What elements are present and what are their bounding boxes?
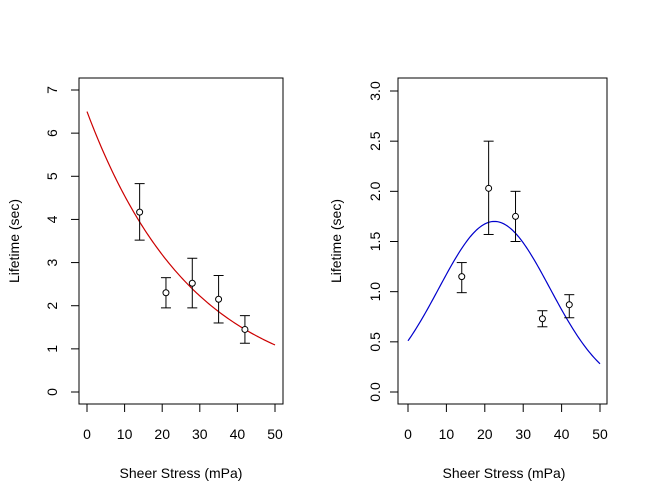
left-x-tick-label: 40 <box>230 426 246 442</box>
left-y-axis: 0 1 2 3 4 5 6 7 <box>44 86 80 396</box>
right-y-tick-label: 2.5 <box>367 131 383 151</box>
left-data-points <box>134 183 250 344</box>
right-data-point <box>456 262 467 294</box>
right-point-marker <box>458 273 466 281</box>
left-y-tick-label: 3 <box>44 258 60 266</box>
left-y-tick-label: 0 <box>44 388 60 396</box>
right-point-marker <box>565 301 573 309</box>
right-x-tick-label: 20 <box>477 426 493 442</box>
left-y-tick-label: 4 <box>44 215 60 223</box>
left-fit-curve <box>86 111 276 346</box>
right-y-axis-title: Lifetime (sec) <box>328 199 344 283</box>
left-y-tick-label: 6 <box>44 129 60 137</box>
left-point-marker <box>241 325 249 333</box>
left-x-tick-label: 30 <box>192 426 208 442</box>
right-x-axis: 0 10 20 30 40 50 <box>404 404 608 442</box>
left-data-point <box>213 275 224 324</box>
right-y-axis: 0.0 0.5 1.0 1.5 2.0 2.5 3.0 <box>367 81 399 402</box>
right-x-tick-label: 0 <box>404 426 412 442</box>
right-point-marker <box>538 315 546 323</box>
left-y-tick-label: 1 <box>44 345 60 353</box>
left-data-point <box>160 277 171 309</box>
left-x-tick-label: 10 <box>117 426 133 442</box>
right-x-tick-label: 50 <box>592 426 608 442</box>
right-y-tick-label: 3.0 <box>367 81 383 101</box>
left-point-marker <box>162 289 170 297</box>
right-x-axis-title: Sheer Stress (mPa) <box>443 465 566 481</box>
left-y-tick-label: 2 <box>44 302 60 310</box>
right-y-tick-label: 0.5 <box>367 332 383 352</box>
left-y-tick-label: 7 <box>44 86 60 94</box>
right-x-tick-label: 10 <box>439 426 455 442</box>
right-point-marker <box>512 212 520 220</box>
right-data-point <box>483 140 494 235</box>
right-data-point <box>537 310 548 328</box>
right-y-tick-label: 1.0 <box>367 282 383 302</box>
right-y-tick-label: 1.5 <box>367 232 383 252</box>
left-y-axis-title: Lifetime (sec) <box>6 199 22 283</box>
right-x-tick-label: 30 <box>515 426 531 442</box>
right-data-point <box>510 190 521 242</box>
left-x-tick-label: 20 <box>154 426 170 442</box>
right-panel: 0.0 0.5 1.0 1.5 2.0 2.5 3.0 0 10 20 30 40 50 Sheer … <box>328 77 608 481</box>
left-plot-frame <box>78 77 284 405</box>
left-x-axis-title: Sheer Stress (mPa) <box>120 465 243 481</box>
right-data-points <box>456 140 575 328</box>
left-point-marker <box>136 208 144 216</box>
left-data-point <box>134 183 145 241</box>
left-data-point <box>187 257 198 309</box>
left-point-marker <box>188 279 196 287</box>
right-fit-curve <box>407 220 601 365</box>
right-plot-frame <box>397 77 608 405</box>
right-x-tick-label: 40 <box>554 426 570 442</box>
left-x-axis: 0 10 20 30 40 50 <box>83 404 283 442</box>
left-point-marker <box>215 295 223 303</box>
left-x-tick-label: 0 <box>83 426 91 442</box>
right-data-point <box>564 294 575 319</box>
left-x-tick-label: 50 <box>267 426 283 442</box>
right-point-marker <box>485 184 493 192</box>
right-y-tick-label: 2.0 <box>367 181 383 201</box>
right-y-tick-label: 0.0 <box>367 382 383 402</box>
left-data-point <box>239 315 250 344</box>
left-y-tick-label: 5 <box>44 172 60 180</box>
